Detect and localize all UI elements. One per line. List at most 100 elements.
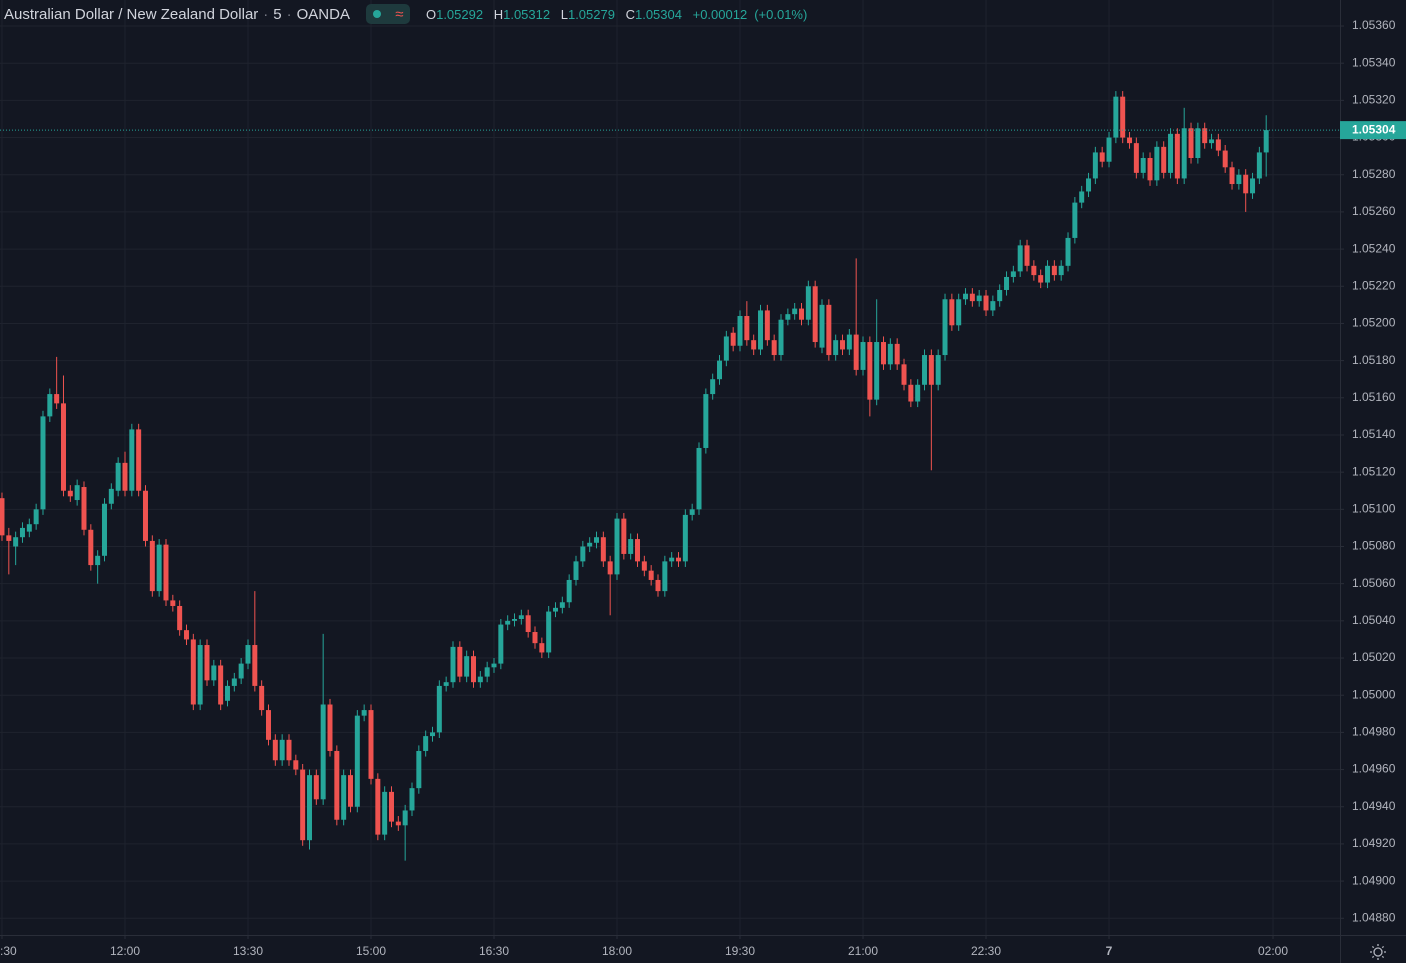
interval[interactable]: 5 <box>273 5 282 23</box>
candle-body <box>1154 146 1160 181</box>
candle-body <box>477 676 483 683</box>
y-tick-label: 1.04920 <box>1352 836 1396 850</box>
candle-body <box>887 343 893 365</box>
candle-body <box>491 663 497 668</box>
x-tick-label: 19:30 <box>725 944 755 958</box>
candle-body <box>1147 158 1153 181</box>
high-value: 1.05312 <box>503 6 551 22</box>
candle-body <box>703 394 709 448</box>
y-tick-label: 1.04960 <box>1352 762 1396 776</box>
candle-body <box>505 620 511 625</box>
candle-body <box>1202 128 1208 144</box>
candle-body <box>1017 245 1023 272</box>
candle-body <box>983 295 989 311</box>
candle-body <box>730 332 736 346</box>
high-label: H <box>493 6 504 22</box>
close-value: 1.05304 <box>634 6 682 22</box>
candle-body <box>1086 178 1092 192</box>
candle-body <box>1229 167 1235 185</box>
candle-body <box>881 342 887 365</box>
candle-body <box>840 340 846 350</box>
x-tick-label: 22:30 <box>971 944 1001 958</box>
candle-body <box>942 299 948 356</box>
candle-body <box>95 555 101 566</box>
candle-body <box>1195 128 1201 159</box>
candles <box>0 91 1340 861</box>
status-icons[interactable]: ≈ <box>365 4 410 24</box>
candle-body <box>587 542 593 547</box>
candle-body <box>498 624 504 664</box>
candle-body <box>682 514 688 562</box>
x-tick-label: 16:30 <box>479 944 509 958</box>
candle-body <box>1215 139 1221 151</box>
candle-body <box>1045 265 1051 283</box>
candle-body <box>662 561 668 592</box>
candle-body <box>935 355 941 385</box>
candle-body <box>81 487 87 530</box>
candle-body <box>149 540 155 592</box>
candle-body <box>484 667 490 677</box>
candle-body <box>1024 245 1030 266</box>
settings-icon[interactable] <box>1370 944 1386 960</box>
candle-body <box>375 778 381 835</box>
ohlc-values: O1.05292 H1.05312 L1.05279 C1.05304 +0.0… <box>426 7 814 22</box>
y-tick-label: 1.05220 <box>1352 278 1396 292</box>
candle-body <box>47 394 53 417</box>
candle-body <box>1072 202 1078 238</box>
market-open-dot <box>373 10 382 18</box>
source: OANDA <box>296 5 350 23</box>
y-tick-label: 1.05060 <box>1352 576 1396 590</box>
candle-body <box>60 403 66 491</box>
candle-body <box>142 490 148 541</box>
candle-body <box>163 544 169 601</box>
candle-body <box>1099 152 1105 162</box>
candle-body <box>621 518 627 554</box>
candle-body <box>546 611 552 653</box>
candle-body <box>607 561 613 575</box>
close-label: C <box>625 6 635 22</box>
candle-body <box>744 316 750 341</box>
candle-body <box>272 739 278 761</box>
candle-body <box>156 544 162 592</box>
candle-body <box>1113 96 1119 138</box>
y-tick-label: 1.05240 <box>1352 241 1396 255</box>
candle-body <box>559 602 565 608</box>
candle-body <box>785 314 791 320</box>
open-label: O <box>425 6 437 22</box>
candle-body <box>949 299 955 326</box>
candle-body <box>245 645 251 664</box>
candle-body <box>566 579 572 603</box>
candle-body <box>259 685 265 711</box>
symbol-title[interactable]: Australian Dollar / New Zealand Dollar <box>4 5 259 23</box>
candle-body <box>224 685 230 701</box>
candle-body <box>628 539 634 554</box>
candle-body <box>300 769 306 841</box>
candle-body <box>867 342 873 400</box>
candle-body <box>600 537 606 562</box>
candle-body <box>976 295 982 302</box>
candle-body <box>1038 275 1044 283</box>
candle-body <box>443 682 449 686</box>
candle-body <box>997 289 1003 302</box>
candle-body <box>648 570 654 580</box>
candle-body <box>1031 265 1037 276</box>
y-tick-label: 1.05260 <box>1352 204 1396 218</box>
candle-body <box>416 750 422 789</box>
candle-body <box>1133 143 1139 173</box>
candle-body <box>1243 174 1249 194</box>
candle-body <box>368 710 374 779</box>
candle-body <box>436 685 442 733</box>
settings-icon-rays <box>1370 944 1386 960</box>
candle-body <box>1161 146 1167 173</box>
candle-body <box>450 646 456 683</box>
candle-body <box>423 736 429 751</box>
candle-body <box>758 310 764 350</box>
candle-body <box>805 286 811 320</box>
candle-body <box>689 509 695 515</box>
candle-body <box>33 509 39 525</box>
y-tick-label: 1.04880 <box>1352 910 1396 924</box>
y-tick-label: 1.05140 <box>1352 427 1396 441</box>
candle-body <box>580 546 586 562</box>
